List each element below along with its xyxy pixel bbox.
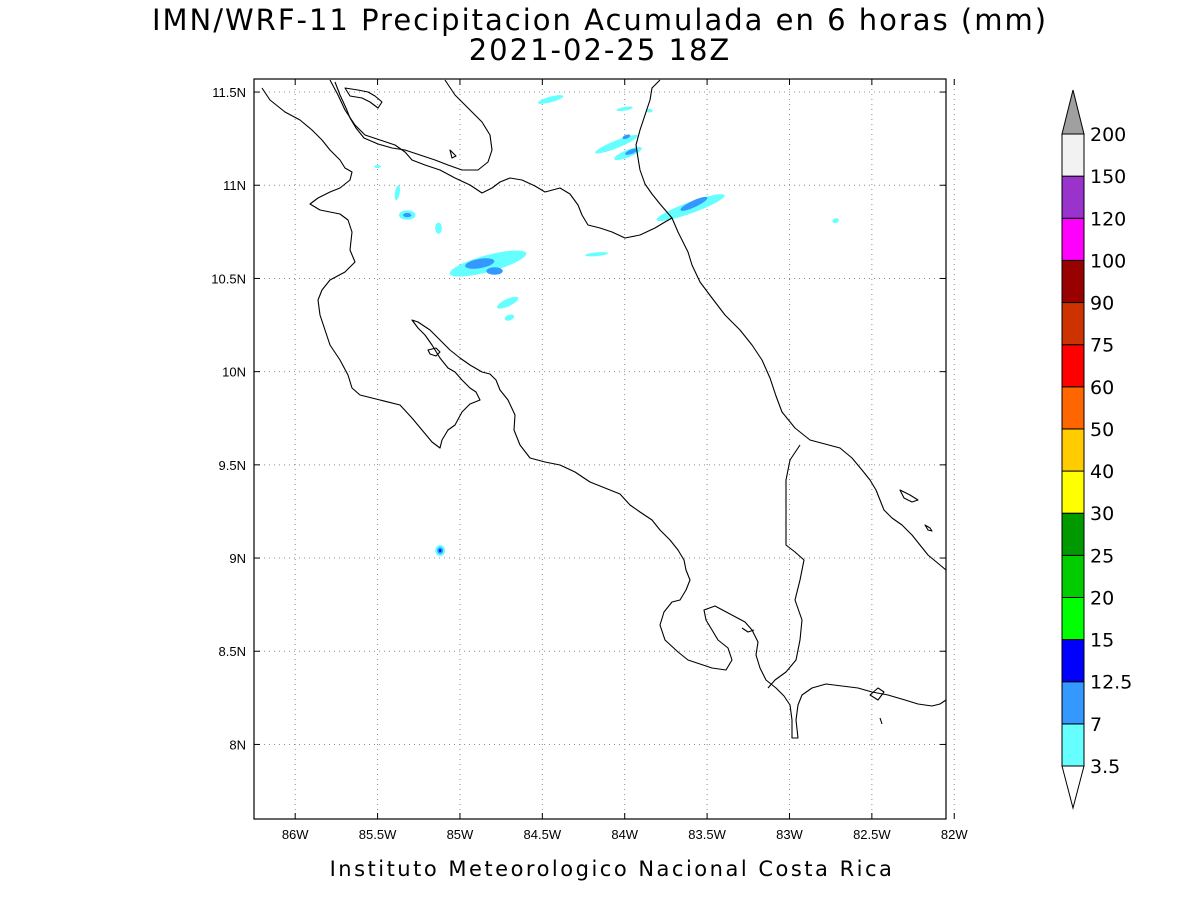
precip-area (435, 222, 442, 234)
precip-area (616, 106, 633, 112)
x-tick-label: 83W (776, 827, 803, 842)
y-tick-label: 9.5N (219, 458, 246, 473)
precip-area (403, 212, 412, 218)
precip-area (832, 218, 839, 224)
colorbar-segment (1061, 596, 1085, 641)
map-plot-area (253, 78, 955, 820)
colorbar-upper-arrow (1061, 89, 1085, 135)
colorbar-lower-arrow (1061, 765, 1085, 810)
plot-frame (253, 78, 947, 820)
chart-subtitle-date: 2021-02-25 18Z (469, 33, 732, 67)
colorbar-segment (1061, 554, 1085, 598)
precip-area (537, 95, 564, 104)
coastline-nicoya-islet (427, 347, 441, 357)
colorbar-segment (1061, 302, 1085, 346)
precip-area (439, 549, 442, 552)
colorbar-label: 40 (1090, 461, 1114, 483)
precip-area (394, 185, 401, 201)
coastline-caribbean (671, 217, 947, 571)
colorbar-label: 7 (1090, 714, 1102, 736)
colorbar-segment (1061, 428, 1085, 472)
colorbar-segment (1061, 681, 1085, 725)
x-tick-label: 86W (282, 827, 309, 842)
y-tick-label: 8.5N (219, 644, 246, 659)
colorbar-label: 200 (1090, 124, 1126, 146)
colorbar-label: 50 (1090, 419, 1114, 441)
colorbar-label: 25 (1090, 545, 1114, 567)
y-tick-label: 10.5N (211, 271, 246, 286)
colorbar-segment (1061, 512, 1085, 556)
chart-title: IMN/WRF-11 Precipitacion Acumulada en 6 … (152, 3, 1048, 37)
coastline-bocas-island-2 (924, 524, 933, 532)
precipitation-shading (374, 95, 839, 557)
border-costa-rica-panama (767, 444, 805, 689)
colorbar-segment (1061, 175, 1085, 219)
coastline-panama-islet (879, 717, 883, 725)
colorbar-label: 120 (1090, 208, 1126, 230)
precip-area (585, 252, 609, 257)
colorbar-label: 60 (1090, 377, 1114, 399)
coastline-golfito (741, 627, 755, 633)
colorbar-label: 20 (1090, 587, 1114, 609)
colorbar-label: 30 (1090, 503, 1114, 525)
colorbar-segment (1061, 639, 1085, 683)
y-tick-label: 11.5N (212, 85, 246, 100)
colorbar-legend: 3.5 7 12.5 15 20 25 30 40 50 60 75 90 100 120 150 200 (1061, 89, 1132, 810)
coastline-lake-shore (334, 79, 493, 171)
coastline-small-island (344, 87, 383, 109)
x-tick-label: 84.5W (524, 827, 562, 842)
coastline-panama-pacific-islands (869, 687, 885, 701)
x-tick-label: 85.5W (359, 827, 397, 842)
colorbar-label: 90 (1090, 293, 1114, 315)
y-tick-label: 10N (222, 365, 246, 380)
precip-area (646, 108, 653, 113)
colorbar-label: 15 (1090, 630, 1114, 652)
x-tick-label: 84W (611, 827, 638, 842)
precip-area (374, 165, 381, 169)
y-axis-ticks: 11.5N 11N 10.5N 10N 9.5N 9N 8.5N 8N (211, 85, 946, 752)
colorbar-label: 75 (1090, 335, 1114, 357)
colorbar-segment (1061, 723, 1085, 767)
footer-institution: Instituto Meteorologico Nacional Costa R… (330, 857, 895, 881)
x-tick-label: 83.5W (688, 827, 726, 842)
precip-area (486, 267, 503, 275)
colorbar-label: 150 (1090, 166, 1126, 188)
colorbar-segment (1061, 386, 1085, 430)
x-axis-ticks: 86W 85.5W 85W 84.5W 84W 83.5W 83W 82.5W 82W (282, 79, 968, 842)
plot-background (254, 79, 946, 819)
colorbar-segment (1061, 344, 1085, 388)
y-tick-label: 11N (223, 178, 246, 193)
precip-area (680, 196, 708, 211)
precip-area (465, 258, 495, 269)
coastline-lake-nicaragua (329, 79, 673, 239)
precip-area (595, 134, 638, 154)
precip-area (504, 314, 515, 321)
x-tick-label: 82W (941, 827, 968, 842)
coastline-lake-islet (449, 149, 457, 159)
precip-area (622, 134, 631, 140)
x-tick-label: 85W (447, 827, 474, 842)
precip-area (497, 296, 519, 309)
colorbar-segment (1061, 259, 1085, 304)
x-tick-label: 82.5W (853, 827, 891, 842)
colorbar-label: 100 (1090, 250, 1126, 272)
colorbar-label: 3.5 (1090, 756, 1120, 778)
y-tick-label: 8N (229, 737, 246, 752)
colorbar-segment (1061, 470, 1085, 514)
colorbar-label: 12.5 (1090, 672, 1132, 694)
coastline-bocas-island-1 (899, 489, 919, 503)
grid-lines (254, 79, 955, 819)
y-tick-label: 9N (229, 551, 246, 566)
colorbar-segment (1061, 133, 1085, 177)
precip-area (625, 148, 638, 155)
coastline-nicaragua-pacific (261, 87, 947, 739)
coastline-outlines (261, 79, 947, 739)
colorbar-segment (1061, 217, 1085, 261)
